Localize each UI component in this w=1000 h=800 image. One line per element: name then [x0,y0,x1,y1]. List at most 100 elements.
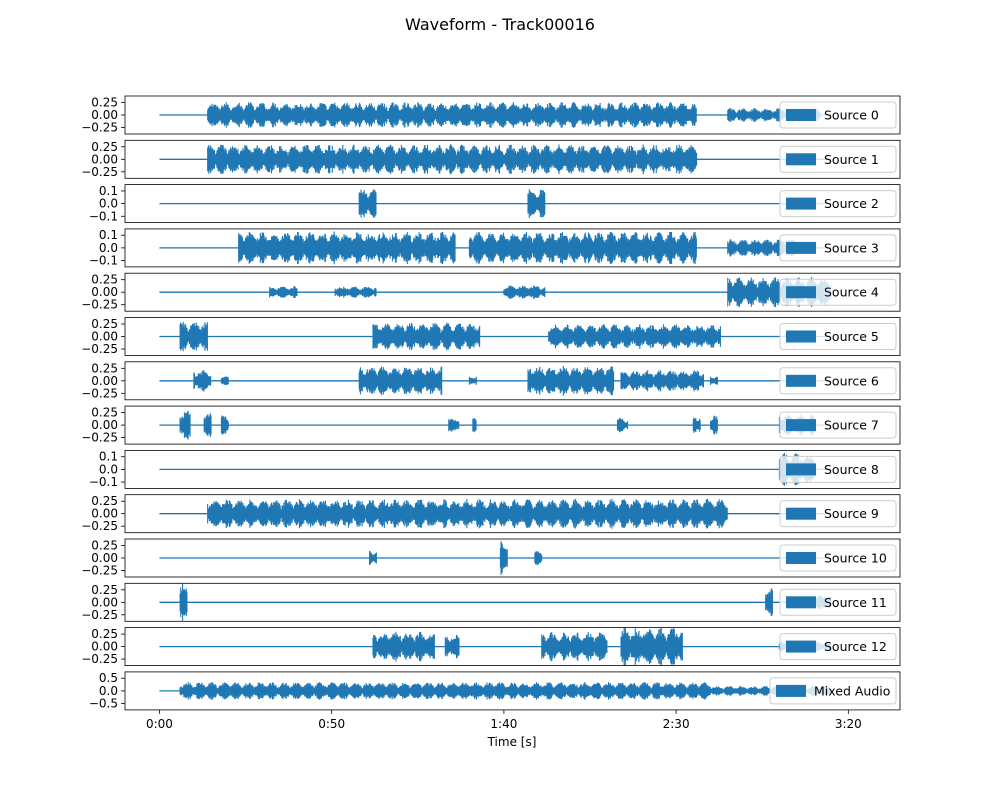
waveform-segment-0 [372,631,435,662]
legend-box [779,278,897,306]
waveform-segment-1 [468,231,697,264]
y-tick-label: 0.00 [91,152,118,166]
y-tick-label: 0.25 [91,317,118,331]
legend-source-3: Source 3 [779,234,897,262]
legend-box [779,367,897,395]
y-tick-label: 0.00 [91,108,118,122]
y-tick-label: 0.1 [99,228,118,242]
y-tick-label: 0.00 [91,418,118,432]
legend-source-8: Source 8 [779,455,897,483]
y-tick-label: −0.25 [81,386,118,400]
legend-swatch [786,109,816,121]
panel-source-12: 0.250.00−0.25 Source 12 [81,627,901,666]
waveform-segment-4 [527,365,615,396]
waveform-segment-2 [534,551,543,565]
waveform-segment-1 [334,286,377,298]
legend-box [769,677,897,705]
panel-source-3: 0.10.0−0.1 Source 3 [89,228,901,268]
legend-source-2: Source 2 [779,190,897,218]
panel-source-9: 0.250.00−0.25 Source 9 [81,494,901,533]
legend-label: Source 11 [824,595,887,610]
legend-source-5: Source 5 [779,323,897,350]
x-tick-label: 0:00 [146,717,173,731]
y-tick-label: 0.25 [91,96,118,110]
legend-source-6: Source 6 [779,367,897,395]
legend-mixed-audio: Mixed Audio [769,677,897,705]
legend-label: Source 8 [824,462,879,477]
y-tick-label: 0.25 [91,583,118,597]
y-tick-label: 0.00 [91,374,118,388]
legend-source-0: Source 0 [779,101,897,129]
x-tick-label: 0:50 [318,717,345,731]
x-axis: 0:00 0:50 1:40 2:30 3:20 [146,709,862,731]
waveform-segment-1 [203,413,212,437]
y-tick-label: 0.25 [91,140,118,154]
legend-source-1: Source 1 [779,145,897,173]
waveform-segment-0 [238,231,456,265]
legend-swatch [786,552,816,564]
panel-source-4: 0.250.00−0.25 Source 4 [81,273,901,312]
y-tick-label: 0.25 [91,361,118,375]
legend-source-11: Source 11 [779,588,897,616]
legend-label: Source 7 [824,418,879,433]
waveform-segment-1 [527,189,546,218]
waveform-segment-1 [372,322,481,351]
legend-swatch [786,197,816,210]
legend-box [779,145,897,173]
y-tick-label: 0.00 [91,640,118,654]
waveform-segment-0 [369,551,377,565]
legend-swatch [786,507,816,520]
y-tick-label: −0.25 [81,652,118,666]
legend-box [779,323,897,350]
panel-source-2: 0.10.0−0.1 Source 2 [89,184,901,223]
legend-swatch [786,153,816,166]
legend-swatch [786,596,816,609]
legend-box [779,455,897,483]
y-tick-label: 0.1 [99,450,118,464]
waveform-segment-0 [179,583,188,621]
y-tick-label: −0.5 [89,697,118,711]
legend-swatch [786,374,816,387]
y-tick-label: −0.1 [89,475,118,489]
y-tick-label: 0.25 [91,406,118,420]
waveform-segment-0 [269,286,298,299]
waveform-segment-2 [541,631,608,662]
legend-swatch [776,684,806,697]
y-tick-label: 0.1 [99,184,118,198]
y-tick-label: −0.25 [81,165,118,179]
waveform-segment-6 [710,376,718,385]
legend-label: Source 9 [824,506,879,521]
legend-box [779,544,897,572]
legend-swatch [786,640,816,653]
legend-source-4: Source 4 [779,278,897,306]
waveform-segment-1 [499,541,508,575]
waveform-segment-0 [207,102,697,128]
legend-source-12: Source 12 [779,633,897,661]
waveform-segment-1 [365,144,698,175]
y-tick-label: −0.25 [81,431,118,445]
legend-box [779,101,897,129]
x-axis-label: Time [s] [487,735,537,749]
legend-label: Source 2 [824,196,879,211]
waveform-segment-2 [503,285,546,299]
waveform-segment-2 [358,366,443,396]
y-tick-label: −0.25 [81,342,118,356]
waveform-segment-0 [193,370,212,392]
waveform-segment-0 [179,321,208,352]
x-tick-label: 1:40 [490,717,517,731]
waveform-segment-5 [620,370,705,392]
y-tick-label: −0.25 [81,298,118,312]
waveform-segment-2 [548,324,721,349]
y-tick-label: 0.0 [99,197,118,211]
legend-source-9: Source 9 [779,500,897,528]
legend-label: Source 3 [824,240,879,255]
panel-mixed-audio: 0.50.0−0.5 Mixed Audio [89,671,901,711]
waveform-segment-6 [692,417,701,433]
legend-swatch [786,241,816,254]
waveform-segment-3 [448,418,460,432]
y-tick-label: 0.25 [91,539,118,553]
y-tick-label: 0.00 [91,595,118,609]
waveform-segment-5 [617,417,629,433]
